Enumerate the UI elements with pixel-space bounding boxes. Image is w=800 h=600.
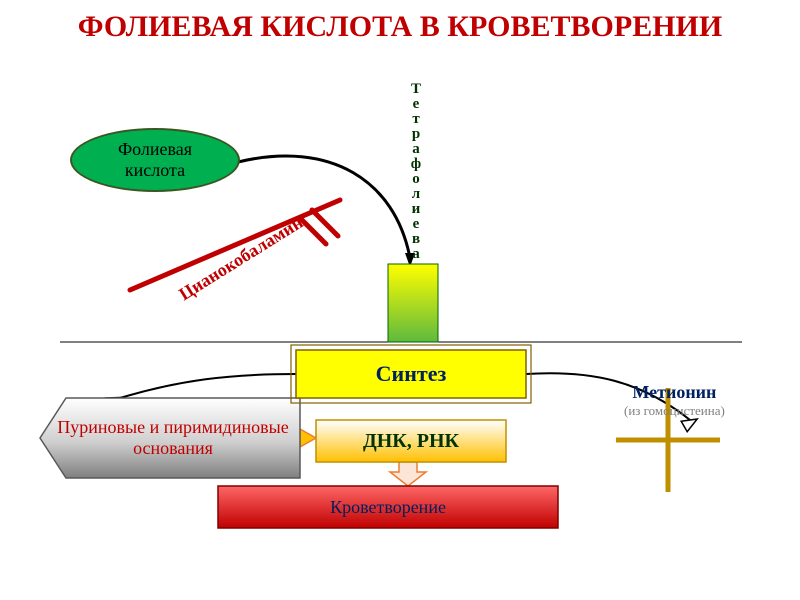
meth-line2: (из гомоцистеина) [624,403,725,419]
meth-line1: Метионин [632,382,716,403]
node-dna-rna: ДНК, РНК [316,420,506,462]
node-synthesis: Синтез [296,350,526,398]
bases-label: Пуриновые и пиримидиновые основания [50,417,296,459]
label-tetrafolic: Тетрафолиева [406,82,426,262]
node-bases: Пуриновые и пиримидиновые основания [50,398,296,478]
title-text: ФОЛИЕВАЯ КИСЛОТА В КРОВЕТВОРЕНИИ [78,10,722,43]
node-folic-acid: Фолиевая кислота [70,128,240,192]
blood-label: Кроветворение [330,497,446,518]
diagram-title: ФОЛИЕВАЯ КИСЛОТА В КРОВЕТВОРЕНИИ [0,10,800,45]
synthesis-label: Синтез [376,361,447,387]
folic-label: Фолиевая кислота [118,139,192,181]
label-methionin: Метионин (из гомоцистеина) [624,382,725,419]
node-blood-formation: Кроветворение [218,486,558,528]
dna-label: ДНК, РНК [363,430,459,453]
diagram-stage: { "title": { "text": "ФОЛИЕВАЯ КИСЛОТА В… [0,0,800,600]
